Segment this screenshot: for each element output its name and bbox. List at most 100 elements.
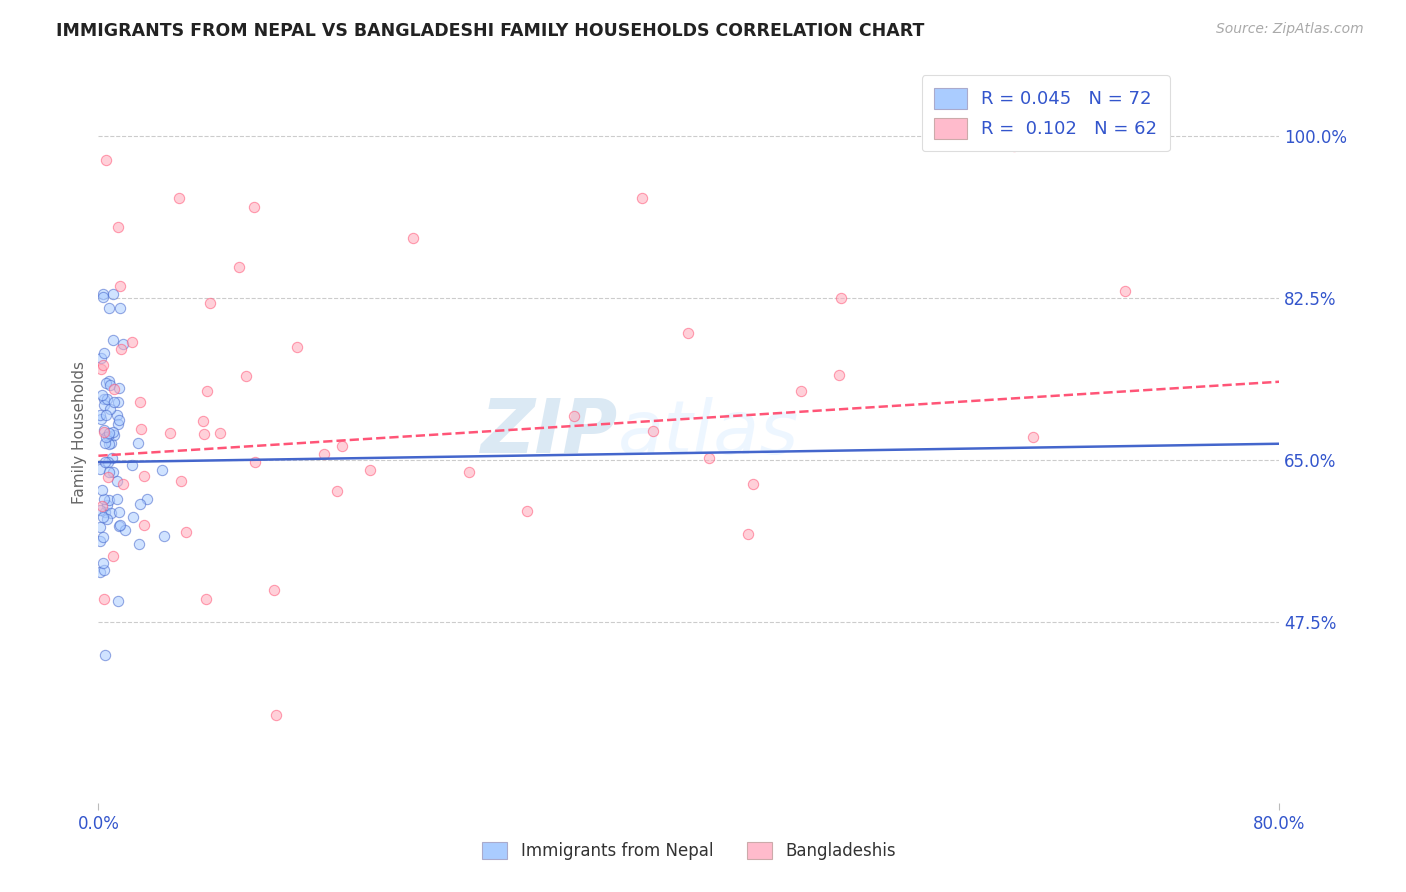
Point — [127, 436, 149, 450]
Point — [128, 537, 150, 551]
Point — [285, 340, 308, 354]
Point — [94, 455, 117, 469]
Point — [98, 301, 121, 316]
Point — [242, 200, 264, 214]
Point — [402, 230, 425, 244]
Point — [150, 463, 173, 477]
Point — [678, 326, 700, 341]
Y-axis label: Family Households: Family Households — [72, 361, 87, 504]
Point — [101, 549, 124, 563]
Point — [93, 398, 115, 412]
Point — [330, 438, 353, 452]
Point — [195, 384, 218, 399]
Point — [98, 492, 121, 507]
Point — [169, 474, 191, 488]
Text: Source: ZipAtlas.com: Source: ZipAtlas.com — [1216, 22, 1364, 37]
Point — [90, 412, 112, 426]
Point — [122, 509, 145, 524]
Point — [101, 450, 124, 465]
Point — [191, 414, 214, 428]
Point — [312, 447, 335, 461]
Point — [737, 527, 759, 541]
Point — [89, 565, 111, 579]
Point — [101, 465, 124, 479]
Point — [97, 436, 120, 450]
Point — [830, 291, 852, 305]
Point — [132, 518, 155, 533]
Point — [93, 423, 115, 437]
Point — [108, 381, 131, 395]
Point — [91, 388, 114, 402]
Point — [516, 504, 538, 518]
Point — [89, 520, 111, 534]
Point — [100, 506, 122, 520]
Point — [103, 428, 125, 442]
Point — [90, 362, 112, 376]
Point — [90, 499, 112, 513]
Point — [108, 518, 131, 533]
Point — [97, 455, 120, 469]
Point — [108, 413, 131, 427]
Point — [263, 583, 285, 598]
Point — [91, 358, 114, 372]
Point — [89, 461, 111, 475]
Point — [103, 425, 125, 439]
Point — [790, 384, 813, 398]
Text: IMMIGRANTS FROM NEPAL VS BANGLADESHI FAMILY HOUSEHOLDS CORRELATION CHART: IMMIGRANTS FROM NEPAL VS BANGLADESHI FAM… — [56, 22, 925, 40]
Text: ZIP: ZIP — [481, 396, 619, 469]
Point — [93, 392, 115, 407]
Point — [359, 463, 381, 477]
Point — [641, 424, 664, 438]
Point — [91, 483, 114, 498]
Point — [136, 491, 159, 506]
Point — [96, 498, 118, 512]
Point — [96, 409, 118, 423]
Point — [208, 426, 231, 441]
Point — [91, 287, 114, 301]
Point — [94, 430, 117, 444]
Point — [89, 409, 111, 423]
Point — [96, 511, 118, 525]
Point — [91, 557, 114, 571]
Point — [235, 368, 257, 383]
Point — [264, 707, 287, 722]
Point — [697, 450, 720, 465]
Point — [93, 563, 115, 577]
Point — [98, 401, 121, 416]
Point — [1114, 285, 1136, 299]
Point — [100, 436, 122, 450]
Point — [89, 534, 111, 549]
Point — [108, 518, 131, 533]
Point — [828, 368, 851, 382]
Point — [91, 290, 114, 304]
Point — [101, 286, 124, 301]
Point — [94, 153, 117, 167]
Point — [108, 505, 131, 519]
Point — [97, 425, 120, 440]
Point — [97, 429, 120, 443]
Point — [128, 497, 150, 511]
Point — [194, 592, 217, 607]
Point — [97, 470, 120, 484]
Legend: Immigrants from Nepal, Bangladeshis: Immigrants from Nepal, Bangladeshis — [474, 834, 904, 869]
Point — [121, 458, 143, 472]
Point — [103, 382, 125, 396]
Point — [107, 417, 129, 432]
Point — [458, 465, 481, 479]
Point — [1022, 430, 1045, 444]
Point — [741, 477, 763, 491]
Point — [114, 523, 136, 537]
Point — [105, 409, 128, 423]
Point — [112, 477, 135, 491]
Point — [153, 529, 176, 543]
Point — [97, 374, 120, 388]
Point — [105, 474, 128, 488]
Point — [103, 395, 125, 409]
Point — [93, 591, 115, 606]
Point — [96, 376, 118, 390]
Point — [90, 351, 112, 366]
Point — [98, 377, 121, 392]
Point — [198, 296, 221, 310]
Point — [93, 346, 115, 360]
Point — [562, 409, 585, 423]
